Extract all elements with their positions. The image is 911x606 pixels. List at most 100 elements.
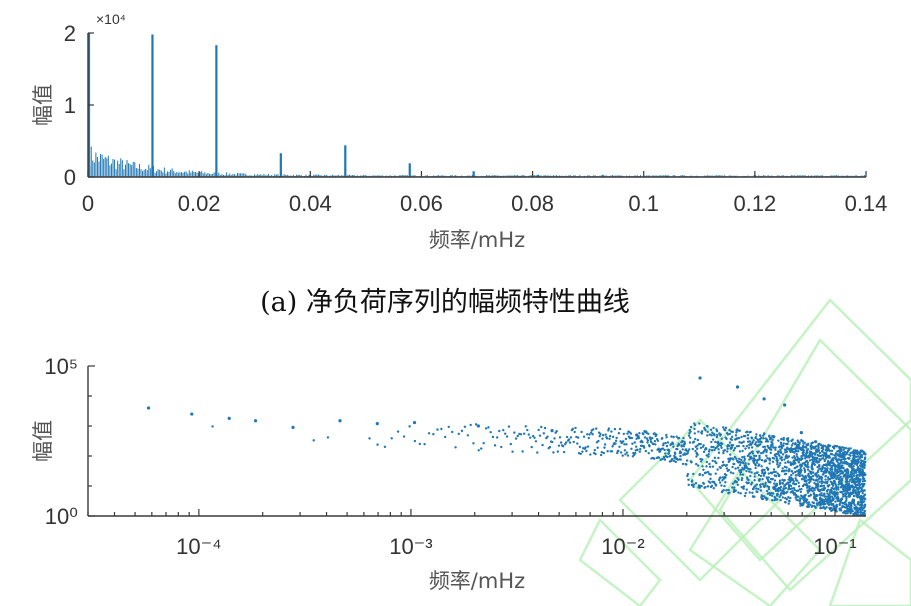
- data-point: [717, 451, 721, 454]
- data-point: [771, 499, 774, 502]
- data-point: [753, 479, 756, 482]
- data-point: [634, 445, 638, 448]
- data-point: [579, 452, 582, 456]
- data-point: [840, 458, 843, 461]
- data-point: [722, 451, 725, 455]
- data-point: [858, 483, 862, 486]
- data-point: [440, 427, 443, 431]
- data-point: [863, 482, 866, 486]
- data-point: [733, 486, 736, 489]
- data-point: [819, 443, 822, 446]
- data-point: [765, 449, 768, 452]
- data-point: [698, 486, 701, 489]
- data-point: [837, 483, 840, 486]
- data-point: [759, 474, 763, 478]
- data-point: [803, 441, 806, 444]
- data-point: [611, 445, 614, 448]
- data-point: [779, 441, 783, 444]
- data-point: [777, 465, 780, 469]
- data-point: [725, 473, 728, 477]
- data-point: [739, 468, 743, 472]
- data-point: [610, 450, 614, 453]
- data-point: [704, 471, 708, 474]
- data-point: [743, 459, 746, 462]
- data-point: [744, 491, 747, 495]
- data-point: [824, 497, 827, 501]
- data-point: [809, 493, 813, 496]
- data-point: [790, 487, 794, 490]
- data-point: [768, 462, 771, 465]
- series-b-points: [146, 376, 867, 517]
- data-point: [721, 460, 725, 464]
- data-point: [817, 444, 820, 448]
- data-point: [857, 455, 860, 458]
- data-point: [692, 483, 695, 486]
- data-point: [828, 456, 831, 459]
- data-point: [818, 500, 822, 504]
- data-point: [714, 440, 717, 444]
- data-point: [856, 496, 859, 499]
- data-point: [663, 456, 666, 459]
- data-point: [770, 471, 774, 474]
- data-point: [775, 457, 779, 460]
- data-point: [808, 503, 812, 506]
- data-point: [338, 419, 342, 423]
- data-point: [726, 447, 729, 450]
- data-point: [509, 442, 512, 446]
- data-point: [630, 447, 633, 451]
- data-point: [789, 461, 792, 464]
- data-point: [778, 464, 781, 467]
- data-point: [211, 425, 214, 428]
- data-point: [622, 432, 626, 436]
- data-point: [747, 437, 750, 440]
- data-point: [736, 483, 740, 487]
- data-point: [689, 430, 692, 433]
- data-point: [833, 495, 837, 498]
- data-point: [800, 469, 803, 472]
- data-point: [746, 433, 750, 437]
- data-point: [747, 467, 750, 471]
- data-point: [758, 454, 761, 457]
- data-point: [751, 450, 754, 453]
- data-point: [806, 461, 810, 464]
- data-point: [785, 450, 789, 453]
- data-point: [699, 457, 702, 461]
- data-point: [739, 473, 742, 476]
- data-point: [655, 433, 658, 436]
- data-point: [716, 468, 719, 471]
- data-point: [744, 462, 747, 465]
- data-point: [805, 454, 808, 457]
- data-point: [826, 488, 830, 491]
- data-point: [695, 447, 699, 450]
- y-ticks-b: 10⁰ 10⁵: [44, 354, 95, 529]
- data-point: [651, 436, 654, 440]
- data-point: [615, 436, 618, 440]
- data-point: [837, 474, 841, 477]
- data-point: [733, 455, 737, 459]
- data-point: [671, 442, 675, 446]
- data-point: [777, 489, 780, 493]
- data-point: [713, 448, 716, 452]
- data-point: [747, 462, 750, 466]
- data-point: [731, 465, 734, 469]
- data-point: [751, 491, 754, 495]
- data-point: [543, 426, 547, 430]
- data-point: [734, 479, 737, 483]
- data-point: [466, 434, 470, 437]
- data-point: [812, 492, 816, 495]
- data-point: [527, 433, 530, 436]
- data-point: [556, 450, 560, 453]
- data-point: [784, 461, 787, 465]
- data-point: [709, 428, 713, 431]
- data-point: [762, 437, 765, 440]
- data-point: [623, 443, 626, 446]
- data-point: [834, 500, 837, 503]
- data-point: [601, 437, 604, 440]
- data-point: [649, 440, 653, 444]
- data-point: [855, 471, 858, 474]
- data-point: [800, 464, 804, 468]
- data-point: [689, 425, 693, 429]
- data-point: [711, 459, 714, 463]
- data-point: [855, 491, 858, 494]
- data-point: [750, 457, 753, 460]
